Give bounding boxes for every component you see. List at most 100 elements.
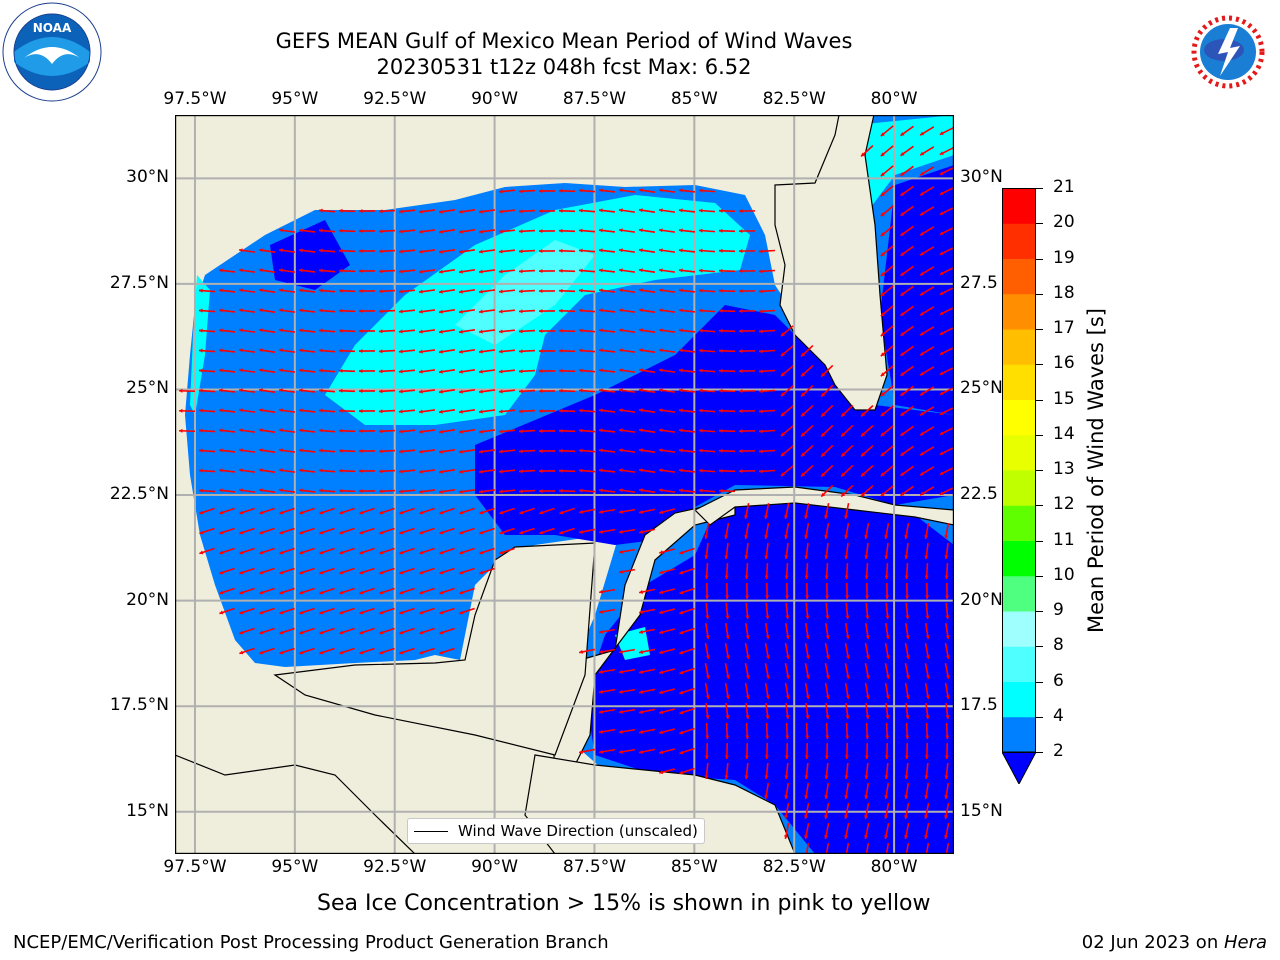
wind-arrow bbox=[678, 288, 696, 293]
wind-arrow bbox=[558, 308, 576, 313]
wind-arrow bbox=[844, 822, 850, 840]
wind-arrow bbox=[659, 568, 675, 575]
wind-arrow bbox=[238, 368, 256, 373]
wind-arrow bbox=[905, 842, 910, 854]
wind-arrow bbox=[919, 126, 935, 136]
wind-arrow bbox=[378, 289, 396, 294]
wind-arrow bbox=[198, 488, 216, 493]
colorbar-segment bbox=[1002, 470, 1036, 506]
wind-arrow bbox=[259, 567, 275, 575]
wind-arrow bbox=[919, 366, 935, 376]
wind-arrow bbox=[218, 368, 236, 373]
wind-arrow bbox=[318, 248, 336, 253]
wind-arrow bbox=[924, 622, 930, 640]
wind-arrow bbox=[478, 469, 496, 474]
wind-arrow bbox=[299, 647, 315, 655]
wind-arrow bbox=[218, 468, 236, 473]
wind-arrow bbox=[359, 527, 375, 535]
wind-arrow bbox=[498, 229, 516, 234]
wind-arrow bbox=[259, 607, 275, 615]
wind-arrow bbox=[678, 388, 696, 393]
wind-arrow bbox=[438, 489, 456, 494]
colorbar-tick-label: 10 bbox=[1053, 564, 1075, 585]
wind-arrow bbox=[900, 225, 914, 237]
wind-arrow bbox=[438, 409, 456, 414]
wind-arrow bbox=[679, 647, 695, 655]
wind-arrow bbox=[518, 409, 536, 414]
wind-arrow bbox=[358, 428, 376, 434]
wind-arrow bbox=[880, 305, 894, 317]
wind-arrow bbox=[845, 702, 850, 720]
wind-arrow bbox=[458, 329, 476, 334]
wind-arrow bbox=[398, 369, 416, 374]
wind-arrow bbox=[944, 622, 950, 640]
wind-arrow bbox=[518, 289, 536, 294]
wind-arrow bbox=[679, 687, 695, 695]
wind-arrow bbox=[618, 348, 636, 353]
wind-arrow bbox=[618, 228, 636, 233]
wind-arrow bbox=[784, 542, 789, 560]
wind-arrow bbox=[418, 409, 436, 414]
wind-arrow bbox=[704, 682, 710, 700]
wind-arrow bbox=[758, 469, 776, 474]
wind-arrow bbox=[944, 642, 950, 660]
wind-arrow bbox=[744, 622, 750, 640]
wind-arrow bbox=[785, 602, 790, 620]
wind-arrow bbox=[659, 728, 675, 735]
wind-arrow bbox=[398, 289, 416, 294]
wind-arrow bbox=[745, 602, 750, 620]
wind-arrow bbox=[919, 386, 935, 396]
colorbar-tick-label: 2 bbox=[1053, 741, 1064, 761]
wind-arrow bbox=[659, 628, 675, 635]
wind-arrow bbox=[718, 428, 736, 433]
wind-arrow bbox=[239, 627, 255, 635]
wind-arrow bbox=[745, 722, 750, 740]
footer-date-text: 02 Jun 2023 on bbox=[1081, 932, 1224, 953]
wind-arrow bbox=[638, 268, 656, 273]
low-period-zone-atlantic bbox=[880, 165, 954, 415]
wind-arrow bbox=[639, 728, 655, 734]
wind-arrow bbox=[638, 468, 656, 473]
wind-arrow bbox=[418, 489, 436, 494]
wind-arrow bbox=[598, 728, 616, 734]
colorbar-segment bbox=[1002, 505, 1036, 541]
wind-arrow bbox=[438, 449, 456, 454]
wind-arrow bbox=[638, 308, 656, 313]
wind-arrow bbox=[638, 428, 656, 433]
colorbar-segment bbox=[1002, 258, 1036, 295]
wind-arrow bbox=[919, 186, 935, 196]
wind-arrow bbox=[598, 688, 616, 694]
wind-arrow bbox=[558, 268, 576, 273]
wind-arrow bbox=[658, 328, 676, 333]
wind-arrow bbox=[944, 782, 950, 800]
wind-arrow bbox=[538, 268, 556, 274]
wind-arrow bbox=[498, 389, 516, 394]
wind-arrow bbox=[298, 248, 316, 253]
colorbar-segment bbox=[1002, 681, 1036, 718]
wind-arrow bbox=[398, 409, 416, 414]
wind-arrow bbox=[318, 208, 336, 213]
wind-arrow bbox=[919, 406, 935, 416]
wind-arrow bbox=[864, 542, 869, 560]
wind-arrow bbox=[258, 328, 276, 333]
wind-arrow bbox=[338, 248, 356, 253]
wind-arrow bbox=[919, 326, 935, 336]
wind-arrow bbox=[358, 348, 376, 354]
wind-arrow bbox=[638, 448, 656, 453]
wind-arrow bbox=[538, 388, 556, 394]
wind-arrow bbox=[259, 507, 275, 515]
wind-arrow bbox=[698, 308, 716, 313]
wind-arrow bbox=[738, 429, 756, 434]
colorbar-tick bbox=[1036, 681, 1043, 683]
wind-arrow bbox=[618, 568, 636, 574]
colorbar-tick-label: 16 bbox=[1053, 353, 1075, 374]
wind-arrow bbox=[219, 607, 235, 615]
wind-arrow bbox=[864, 762, 869, 780]
wind-arrow bbox=[805, 702, 810, 720]
wind-arrow bbox=[319, 567, 335, 575]
wind-arrow bbox=[718, 348, 736, 353]
wind-arrow bbox=[944, 822, 950, 840]
wind-arrow bbox=[298, 448, 316, 453]
wind-arrow bbox=[698, 428, 716, 433]
wind-arrow bbox=[618, 648, 636, 654]
